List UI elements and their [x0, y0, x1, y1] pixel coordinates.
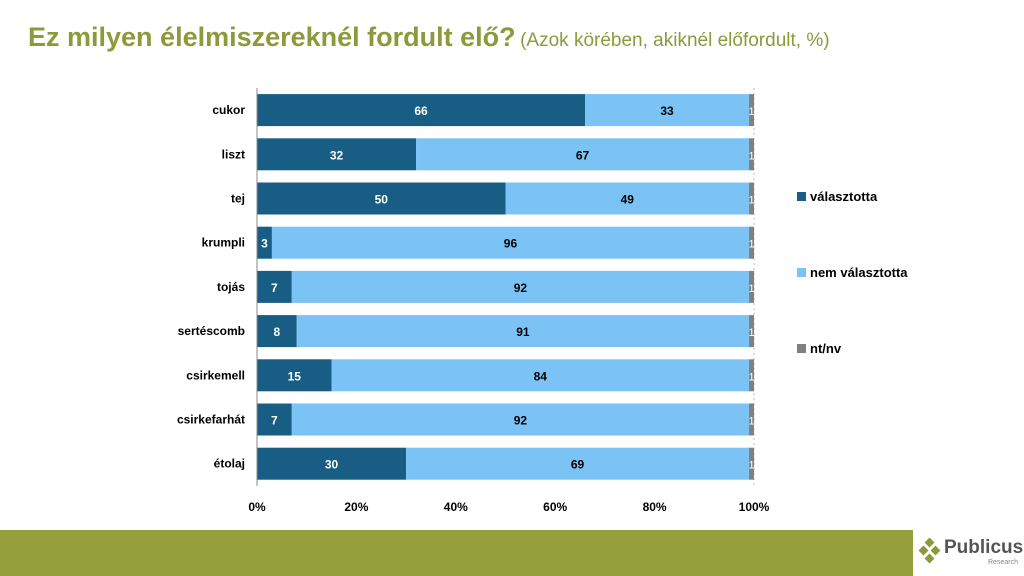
x-tick-label: 100%: [739, 500, 770, 514]
bar-segment: [257, 403, 292, 436]
bar-segment: [749, 182, 754, 215]
category-label: liszt: [222, 147, 245, 161]
data-label: 33: [660, 104, 674, 118]
x-tick-label: 60%: [543, 500, 567, 514]
data-label: 1: [748, 283, 754, 295]
bar-segment: [416, 138, 750, 171]
x-tick-label: 0%: [248, 500, 266, 514]
legend-swatch: [797, 344, 806, 353]
category-label: tej: [231, 192, 245, 206]
category-label: cukor: [212, 103, 245, 117]
data-label: 92: [514, 281, 528, 295]
legend-label: választotta: [810, 189, 878, 204]
data-label: 1: [748, 150, 754, 162]
bar-segment: [749, 226, 754, 259]
legend-label: nt/nv: [810, 341, 842, 356]
data-label: 50: [375, 193, 389, 207]
title-subtitle: (Azok körében, akiknél előfordult, %): [520, 30, 830, 51]
category-label: sertéscomb: [178, 324, 245, 338]
data-label: 92: [514, 414, 528, 428]
data-label: 15: [288, 369, 302, 383]
bar-segment: [291, 270, 750, 303]
data-label: 69: [571, 458, 585, 472]
footer-bar: [0, 530, 913, 576]
data-label: 49: [621, 193, 635, 207]
bar-segment: [749, 315, 754, 348]
bar-segment: [749, 138, 754, 171]
data-label: 1: [748, 371, 754, 383]
data-label: 7: [271, 414, 278, 428]
data-label: 30: [325, 458, 339, 472]
x-tick-label: 40%: [444, 500, 468, 514]
bar-segment: [406, 447, 750, 480]
data-label: 67: [576, 148, 590, 162]
data-label: 1: [748, 416, 754, 428]
logo-name: Publicus: [944, 537, 1024, 558]
data-label: 7: [271, 281, 278, 295]
bar-segment: [291, 403, 750, 436]
x-tick-label: 20%: [344, 500, 368, 514]
x-tick-label: 80%: [643, 500, 667, 514]
bar-segment: [585, 94, 750, 127]
bar-segment: [257, 138, 417, 171]
data-label: 8: [274, 325, 281, 339]
stacked-bar-chart: cukor 66 33 1 liszt 32 67 1 tej 50 49 1 krumpli 3 96 1 t…: [177, 88, 908, 514]
category-label: csirkemell: [186, 368, 245, 382]
bar-segment: [296, 315, 750, 348]
legend-label: nem választotta: [810, 265, 908, 280]
bar-segment: [331, 359, 750, 392]
bar-segment: [749, 447, 754, 480]
data-label: 96: [504, 237, 518, 251]
logo-subtitle: Research: [988, 559, 1018, 566]
legend-swatch: [797, 192, 806, 201]
bar-segment: [257, 182, 506, 215]
page-title: Ez milyen élelmiszereknél fordult elő? (…: [28, 22, 830, 53]
bar-segment: [749, 270, 754, 303]
category-label: csirkefarhát: [177, 413, 245, 427]
category-label: étolaj: [214, 457, 245, 471]
bar-segment: [749, 94, 754, 127]
category-label: krumpli: [202, 236, 245, 250]
logo-diamonds-icon: [918, 538, 941, 564]
data-label: 66: [414, 104, 428, 118]
bar-segment: [271, 226, 750, 259]
category-label: tojás: [217, 280, 245, 294]
bar-segment: [257, 270, 292, 303]
bar-segment: [257, 315, 297, 348]
publicus-logo: Publicus Research: [918, 534, 1024, 574]
data-label: 91: [516, 325, 530, 339]
data-label: 1: [748, 460, 754, 472]
bar-segment: [749, 359, 754, 392]
title-main: Ez milyen élelmiszereknél fordult elő?: [28, 22, 516, 52]
data-label: 1: [748, 327, 754, 339]
data-label: 3: [261, 237, 268, 251]
data-label: 1: [748, 239, 754, 251]
bar-segment: [257, 447, 407, 480]
data-label: 1: [748, 195, 754, 207]
data-label: 32: [330, 148, 344, 162]
data-label: 84: [534, 369, 548, 383]
legend-swatch: [797, 268, 806, 277]
bar-segment: [257, 94, 586, 127]
data-label: 1: [748, 106, 754, 118]
bar-segment: [749, 403, 754, 436]
bar-segment: [257, 359, 332, 392]
bar-segment: [505, 182, 750, 215]
bar-segment: [257, 226, 272, 259]
